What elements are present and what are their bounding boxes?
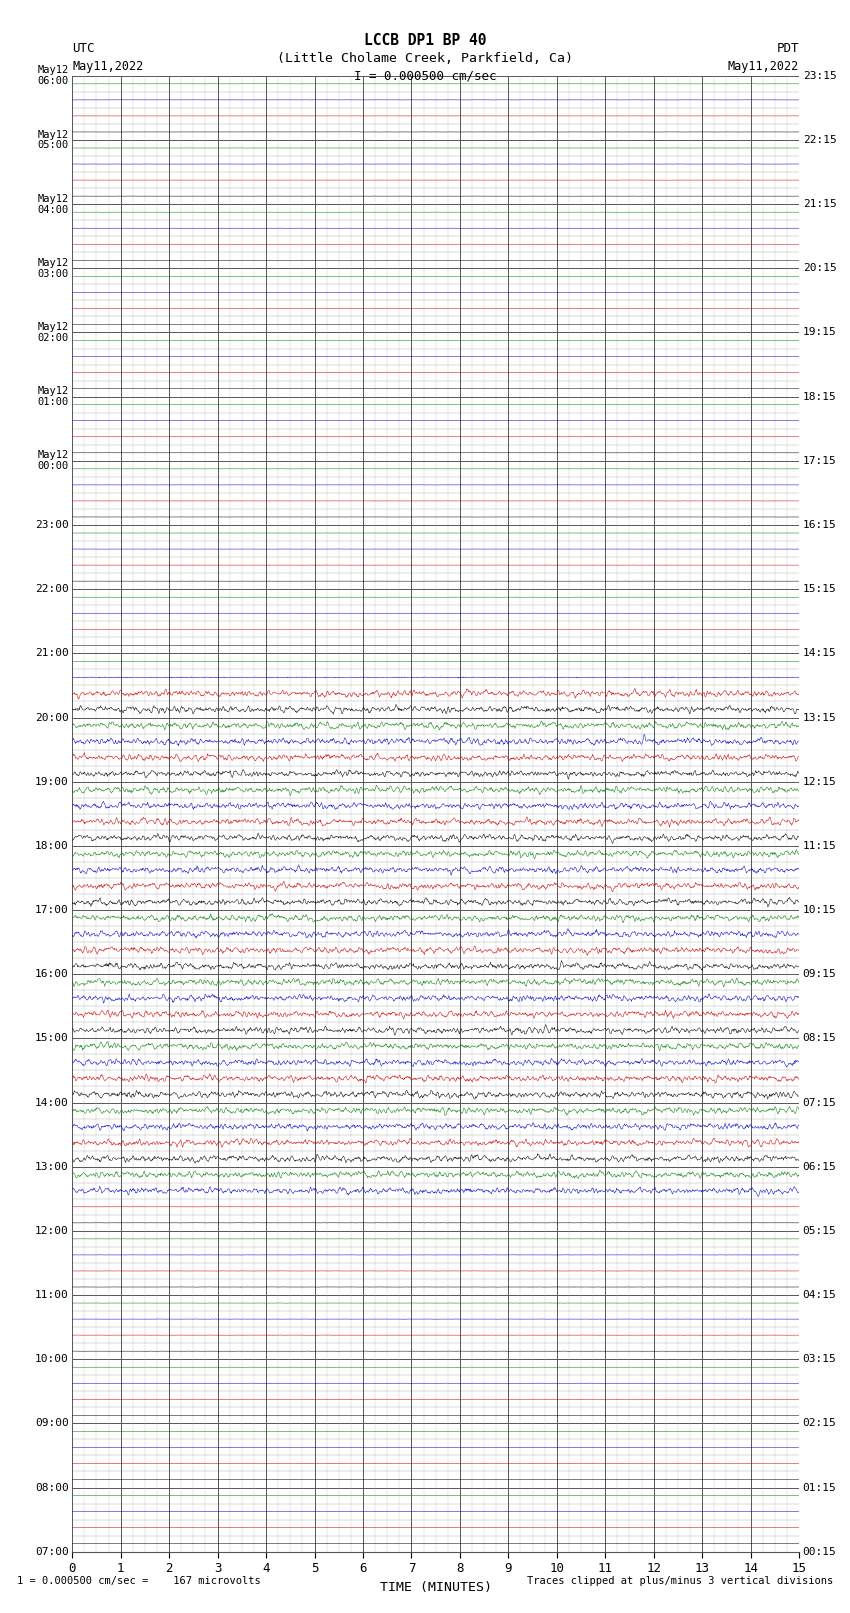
Text: LCCB DP1 BP 40: LCCB DP1 BP 40	[364, 32, 486, 48]
Text: 19:00: 19:00	[35, 777, 69, 787]
Text: 13:00: 13:00	[35, 1161, 69, 1171]
Text: 15:00: 15:00	[35, 1034, 69, 1044]
Text: May12
04:00: May12 04:00	[37, 194, 69, 215]
Text: 13:15: 13:15	[802, 713, 836, 723]
Text: 07:00: 07:00	[35, 1547, 69, 1557]
Text: 18:15: 18:15	[802, 392, 836, 402]
Text: 20:00: 20:00	[35, 713, 69, 723]
Text: 06:15: 06:15	[802, 1161, 836, 1171]
Text: 10:15: 10:15	[802, 905, 836, 915]
Text: 18:00: 18:00	[35, 840, 69, 850]
Text: 14:00: 14:00	[35, 1097, 69, 1108]
Text: 05:15: 05:15	[802, 1226, 836, 1236]
Text: 1 = 0.000500 cm/sec =    167 microvolts: 1 = 0.000500 cm/sec = 167 microvolts	[17, 1576, 261, 1586]
Text: May11,2022: May11,2022	[72, 60, 144, 73]
Text: 22:00: 22:00	[35, 584, 69, 594]
Text: 08:15: 08:15	[802, 1034, 836, 1044]
Text: 19:15: 19:15	[802, 327, 836, 337]
Text: 14:15: 14:15	[802, 648, 836, 658]
Text: 04:15: 04:15	[802, 1290, 836, 1300]
Text: 07:15: 07:15	[802, 1097, 836, 1108]
Text: 12:00: 12:00	[35, 1226, 69, 1236]
Text: (Little Cholame Creek, Parkfield, Ca): (Little Cholame Creek, Parkfield, Ca)	[277, 52, 573, 65]
Text: 17:15: 17:15	[802, 456, 836, 466]
Text: 11:15: 11:15	[802, 840, 836, 850]
Text: 20:15: 20:15	[802, 263, 836, 273]
Text: 15:15: 15:15	[802, 584, 836, 594]
Text: 09:00: 09:00	[35, 1418, 69, 1429]
Text: Traces clipped at plus/minus 3 vertical divisions: Traces clipped at plus/minus 3 vertical …	[527, 1576, 833, 1586]
Text: 16:00: 16:00	[35, 969, 69, 979]
Text: 09:15: 09:15	[802, 969, 836, 979]
Text: PDT: PDT	[777, 42, 799, 55]
Text: May12
06:00: May12 06:00	[37, 66, 69, 85]
Text: 21:00: 21:00	[35, 648, 69, 658]
Text: 08:00: 08:00	[35, 1482, 69, 1492]
Text: May12
02:00: May12 02:00	[37, 323, 69, 344]
Text: 22:15: 22:15	[802, 135, 836, 145]
Text: 17:00: 17:00	[35, 905, 69, 915]
Text: 12:15: 12:15	[802, 777, 836, 787]
Text: May12
00:00: May12 00:00	[37, 450, 69, 471]
Text: I = 0.000500 cm/sec: I = 0.000500 cm/sec	[354, 69, 496, 82]
Text: 11:00: 11:00	[35, 1290, 69, 1300]
Text: May11,2022: May11,2022	[728, 60, 799, 73]
Text: 23:00: 23:00	[35, 519, 69, 531]
Text: 23:15: 23:15	[802, 71, 836, 81]
Text: 10:00: 10:00	[35, 1355, 69, 1365]
Text: 16:15: 16:15	[802, 519, 836, 531]
Text: 01:15: 01:15	[802, 1482, 836, 1492]
Text: May12
05:00: May12 05:00	[37, 129, 69, 150]
Text: May12
01:00: May12 01:00	[37, 386, 69, 406]
Text: May12
03:00: May12 03:00	[37, 258, 69, 279]
Text: 00:15: 00:15	[802, 1547, 836, 1557]
Text: 02:15: 02:15	[802, 1418, 836, 1429]
X-axis label: TIME (MINUTES): TIME (MINUTES)	[380, 1581, 491, 1594]
Text: UTC: UTC	[72, 42, 94, 55]
Text: 21:15: 21:15	[802, 198, 836, 210]
Text: 03:15: 03:15	[802, 1355, 836, 1365]
